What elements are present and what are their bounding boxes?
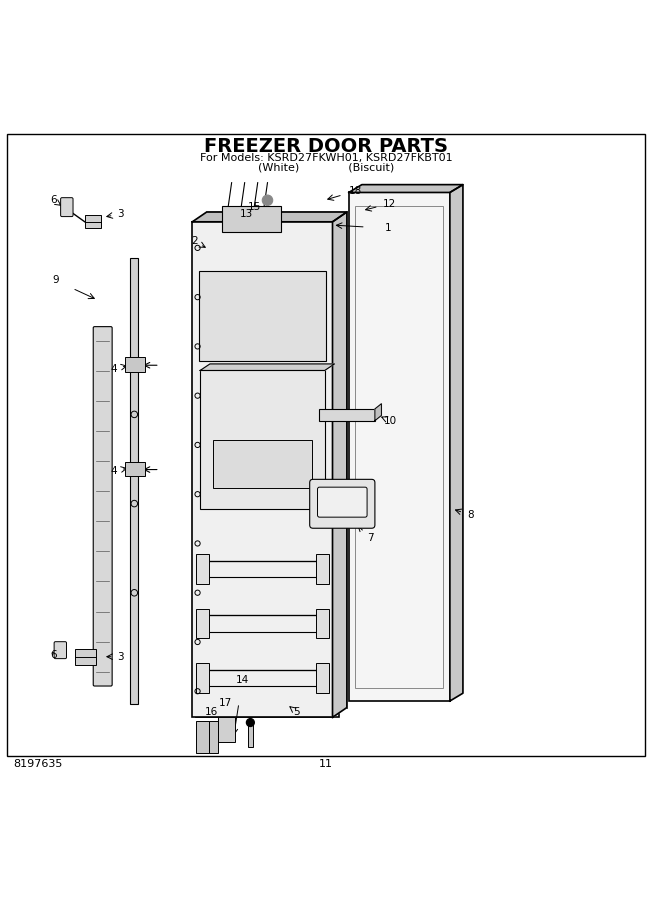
Text: 8: 8 [467, 510, 474, 520]
Bar [125, 462, 145, 476]
Circle shape [262, 195, 273, 205]
Text: 9: 9 [52, 275, 59, 285]
Bar [199, 272, 326, 361]
Bar [355, 205, 443, 688]
Bar [125, 357, 145, 372]
Text: 1: 1 [385, 223, 391, 233]
Text: 12: 12 [383, 199, 396, 209]
Text: 18: 18 [349, 186, 362, 196]
Text: 5: 5 [293, 707, 300, 717]
Text: 15: 15 [248, 202, 261, 211]
Text: 4: 4 [111, 364, 117, 374]
Bar [319, 409, 375, 420]
Bar [196, 721, 209, 753]
Polygon shape [450, 184, 463, 701]
Polygon shape [333, 212, 347, 717]
Text: 11: 11 [319, 760, 333, 770]
Text: (White)              (Biscuit): (White) (Biscuit) [258, 162, 394, 172]
Text: 14: 14 [236, 674, 249, 685]
FancyBboxPatch shape [54, 642, 67, 659]
Bar [316, 663, 329, 692]
Text: 13: 13 [240, 209, 253, 219]
Text: 4: 4 [111, 466, 117, 476]
FancyBboxPatch shape [93, 327, 112, 686]
Polygon shape [192, 212, 347, 221]
Bar [75, 649, 96, 665]
Bar [200, 371, 325, 509]
Bar [213, 440, 312, 489]
Bar [209, 721, 218, 753]
Bar [196, 663, 209, 692]
Text: FREEZER DOOR PARTS: FREEZER DOOR PARTS [204, 138, 448, 157]
Bar [192, 221, 333, 717]
Bar [196, 554, 209, 583]
Bar [196, 229, 339, 717]
Text: 2: 2 [191, 237, 198, 247]
Text: 17: 17 [218, 698, 231, 708]
Polygon shape [349, 184, 463, 193]
Text: For Models: KSRD27FKWH01, KSRD27FKBT01: For Models: KSRD27FKWH01, KSRD27FKBT01 [200, 153, 452, 163]
Polygon shape [375, 404, 381, 420]
Bar [349, 193, 450, 701]
Text: 3: 3 [117, 209, 124, 219]
Text: 8197635: 8197635 [13, 760, 63, 770]
Bar [316, 554, 329, 583]
Text: 10: 10 [383, 416, 396, 426]
Bar [222, 205, 280, 231]
Circle shape [246, 718, 254, 726]
Bar [130, 258, 138, 705]
Text: 3: 3 [117, 652, 124, 662]
Bar [316, 608, 329, 638]
Text: 7: 7 [367, 533, 374, 543]
FancyBboxPatch shape [318, 487, 367, 518]
Text: 6: 6 [50, 651, 57, 661]
Bar [196, 608, 209, 638]
Text: 6: 6 [50, 195, 57, 205]
Bar [85, 215, 101, 229]
FancyBboxPatch shape [61, 198, 73, 217]
Bar [218, 717, 235, 742]
Polygon shape [200, 364, 334, 371]
FancyBboxPatch shape [310, 480, 375, 528]
Bar [207, 212, 347, 707]
Bar [248, 721, 253, 747]
Text: 16: 16 [205, 707, 218, 717]
